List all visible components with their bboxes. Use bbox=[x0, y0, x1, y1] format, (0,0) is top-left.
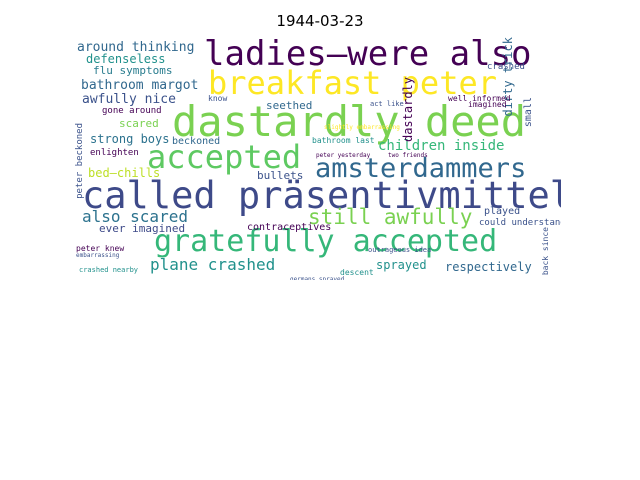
word: bathroom margot bbox=[81, 78, 199, 93]
word: ladies—were also bbox=[204, 37, 532, 74]
word: plane crashed bbox=[150, 255, 276, 274]
word: enlighten bbox=[90, 148, 139, 158]
word: ever imagined bbox=[99, 222, 186, 235]
word: sprayed bbox=[376, 258, 427, 272]
word: peter yesterday bbox=[316, 152, 371, 159]
word: gone around bbox=[102, 106, 162, 116]
word: dastardly deed bbox=[172, 97, 527, 146]
word: small bbox=[523, 97, 534, 128]
word: peter beckoned bbox=[75, 123, 85, 199]
word: played bbox=[484, 206, 521, 217]
word: also scared bbox=[82, 207, 188, 226]
word: called präsentivmitteln bbox=[82, 174, 561, 217]
word: bathroom last bbox=[312, 136, 375, 145]
word: seethed bbox=[266, 99, 313, 112]
word: bed—chills bbox=[88, 166, 161, 180]
word: descent bbox=[340, 268, 374, 277]
word: imagined bbox=[468, 100, 507, 109]
word: two friends bbox=[388, 152, 428, 159]
word-cloud: ladies—were also breakfast peter dastard… bbox=[72, 37, 561, 280]
word: outrageous idea bbox=[368, 246, 432, 254]
word: amsterdammers bbox=[315, 153, 527, 184]
word: bullets bbox=[257, 169, 304, 182]
word: crashed bbox=[487, 62, 525, 72]
word: back since bbox=[541, 227, 550, 276]
word: accepted bbox=[147, 138, 302, 176]
word: crashed nearby bbox=[79, 266, 139, 274]
word: act like bbox=[370, 100, 404, 108]
word: well informed bbox=[448, 94, 511, 103]
word: defenseless bbox=[86, 52, 166, 66]
word: children inside bbox=[378, 138, 505, 154]
word: awfully nice bbox=[82, 92, 176, 107]
word: contraceptives bbox=[247, 222, 332, 233]
word: gratefully accepted bbox=[154, 224, 498, 259]
word: embarrassing bbox=[76, 252, 120, 259]
word: respectively bbox=[445, 260, 532, 274]
word: could understand bbox=[479, 218, 561, 228]
word: peter knew bbox=[76, 244, 125, 253]
word: scared bbox=[119, 117, 159, 130]
word: around thinking bbox=[77, 40, 195, 55]
plot-title: 1944-03-23 bbox=[276, 12, 364, 30]
word: still awfully bbox=[308, 205, 473, 229]
word: strong boys bbox=[90, 132, 170, 146]
word: dastardly bbox=[401, 77, 415, 143]
word: beckoned bbox=[172, 136, 221, 147]
word: flu symptoms bbox=[93, 64, 173, 77]
word: germans sprayed bbox=[290, 276, 345, 281]
word: breakfast peter bbox=[208, 64, 497, 102]
word: know bbox=[208, 94, 228, 103]
word: slightly embarrassing bbox=[324, 124, 400, 131]
